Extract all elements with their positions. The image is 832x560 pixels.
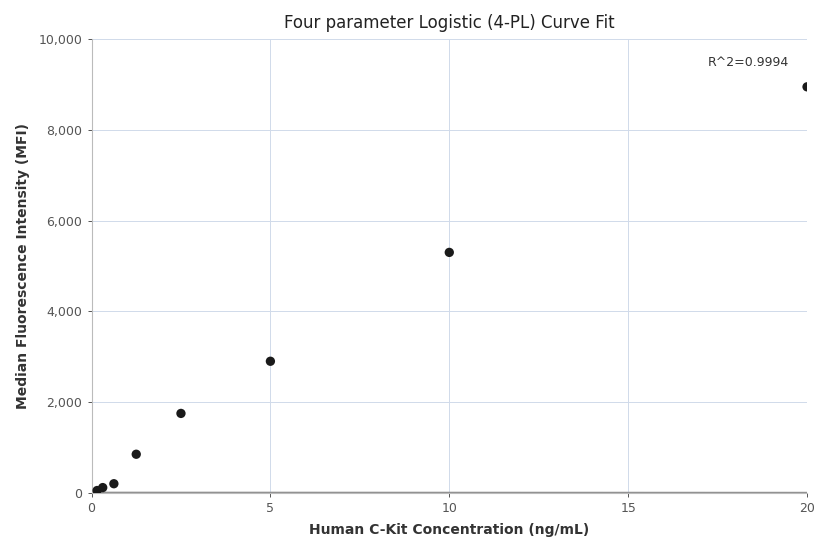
Point: [96, 483, 109, 492]
Point: [443, 248, 456, 257]
Point: [175, 409, 188, 418]
Title: Four parameter Logistic (4-PL) Curve Fit: Four parameter Logistic (4-PL) Curve Fit: [284, 14, 615, 32]
Point: [264, 357, 277, 366]
Text: R^2=0.9994: R^2=0.9994: [708, 55, 790, 69]
Y-axis label: Median Fluorescence Intensity (MFI): Median Fluorescence Intensity (MFI): [17, 123, 30, 409]
Point: [130, 450, 143, 459]
Point: [800, 82, 814, 91]
Point: [107, 479, 121, 488]
X-axis label: Human C-Kit Concentration (ng/mL): Human C-Kit Concentration (ng/mL): [310, 523, 589, 537]
Point: [91, 486, 104, 495]
